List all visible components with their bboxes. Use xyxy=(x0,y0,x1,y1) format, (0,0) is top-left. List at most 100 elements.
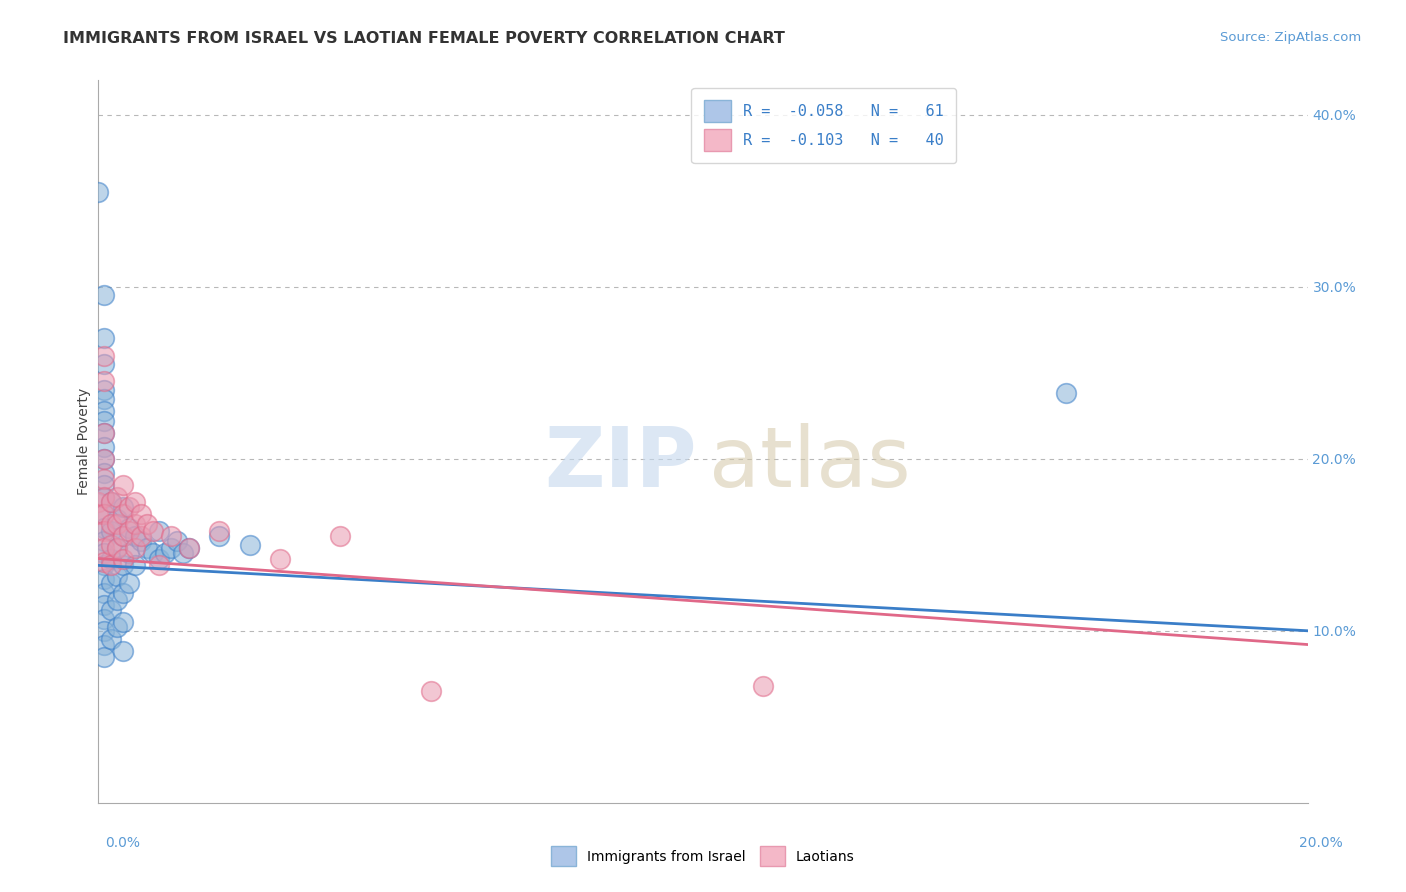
Point xyxy=(105,517,128,532)
Point xyxy=(142,546,165,560)
Text: IMMIGRANTS FROM ISRAEL VS LAOTIAN FEMALE POVERTY CORRELATION CHART: IMMIGRANTS FROM ISRAEL VS LAOTIAN FEMALE… xyxy=(63,31,785,46)
Point xyxy=(111,615,134,630)
Point xyxy=(118,500,141,514)
Point xyxy=(118,575,141,590)
Point xyxy=(111,529,134,543)
Point xyxy=(148,524,170,538)
Point xyxy=(148,551,170,566)
Point xyxy=(93,466,115,480)
Point xyxy=(100,524,122,538)
Point xyxy=(166,534,188,549)
Point xyxy=(93,507,115,521)
Point xyxy=(208,524,231,538)
Point xyxy=(111,500,134,514)
Point xyxy=(129,529,152,543)
Point xyxy=(105,620,128,634)
Point xyxy=(100,575,122,590)
Point xyxy=(208,529,231,543)
Point xyxy=(100,558,122,573)
Point xyxy=(93,472,115,486)
Point xyxy=(124,529,146,543)
Point xyxy=(93,507,115,521)
Point xyxy=(93,331,115,345)
Point xyxy=(142,524,165,538)
Point xyxy=(93,572,115,586)
Point xyxy=(87,507,110,521)
Point xyxy=(100,494,122,508)
Point xyxy=(100,551,122,566)
Point xyxy=(124,541,146,556)
Point xyxy=(105,592,128,607)
Point xyxy=(135,517,157,532)
Point xyxy=(135,541,157,556)
Point xyxy=(148,558,170,573)
Point xyxy=(93,425,115,440)
Point xyxy=(93,524,115,538)
Point xyxy=(93,534,115,549)
Point xyxy=(118,524,141,538)
Point xyxy=(93,451,115,466)
Point xyxy=(87,494,110,508)
Point xyxy=(93,612,115,626)
Point xyxy=(160,529,183,543)
Point xyxy=(111,644,134,658)
Point xyxy=(129,507,152,521)
Point xyxy=(118,520,141,534)
Point xyxy=(239,538,262,552)
Point xyxy=(93,403,115,417)
Point xyxy=(124,517,146,532)
Text: atlas: atlas xyxy=(709,423,911,504)
Point xyxy=(129,534,152,549)
Point xyxy=(93,624,115,638)
Point xyxy=(93,425,115,440)
Point xyxy=(160,541,183,556)
Text: ZIP: ZIP xyxy=(544,423,697,504)
Point xyxy=(93,288,115,302)
Point xyxy=(93,414,115,428)
Point xyxy=(93,490,115,504)
Y-axis label: Female Poverty: Female Poverty xyxy=(77,388,91,495)
Point xyxy=(105,541,128,556)
Point xyxy=(93,357,115,371)
Point xyxy=(100,494,122,508)
Legend: Immigrants from Israel, Laotians: Immigrants from Israel, Laotians xyxy=(546,841,860,871)
Point xyxy=(93,598,115,612)
Point xyxy=(1054,386,1077,401)
Point xyxy=(153,546,176,560)
Point xyxy=(105,541,128,556)
Point xyxy=(105,568,128,582)
Point xyxy=(93,491,115,506)
Point xyxy=(100,538,122,552)
Point xyxy=(105,512,128,526)
Point xyxy=(179,541,201,556)
Point xyxy=(93,477,115,491)
Point xyxy=(111,551,134,566)
Point xyxy=(93,638,115,652)
Point xyxy=(93,349,115,363)
Point xyxy=(105,490,128,504)
Point xyxy=(87,185,110,199)
Point xyxy=(93,558,115,573)
Text: Source: ZipAtlas.com: Source: ZipAtlas.com xyxy=(1220,31,1361,45)
Point xyxy=(111,558,134,573)
Point xyxy=(111,586,134,600)
Point xyxy=(100,632,122,647)
Point xyxy=(93,541,115,556)
Point xyxy=(93,392,115,406)
Point xyxy=(172,546,194,560)
Text: 0.0%: 0.0% xyxy=(105,836,141,850)
Point xyxy=(124,558,146,573)
Point xyxy=(93,649,115,664)
Point xyxy=(93,520,115,534)
Point xyxy=(329,529,352,543)
Point xyxy=(93,383,115,397)
Point xyxy=(752,679,775,693)
Point xyxy=(93,440,115,454)
Point xyxy=(111,529,134,543)
Point xyxy=(93,555,115,569)
Point xyxy=(111,477,134,491)
Point xyxy=(100,603,122,617)
Point xyxy=(100,517,122,532)
Point xyxy=(118,546,141,560)
Point xyxy=(111,507,134,521)
